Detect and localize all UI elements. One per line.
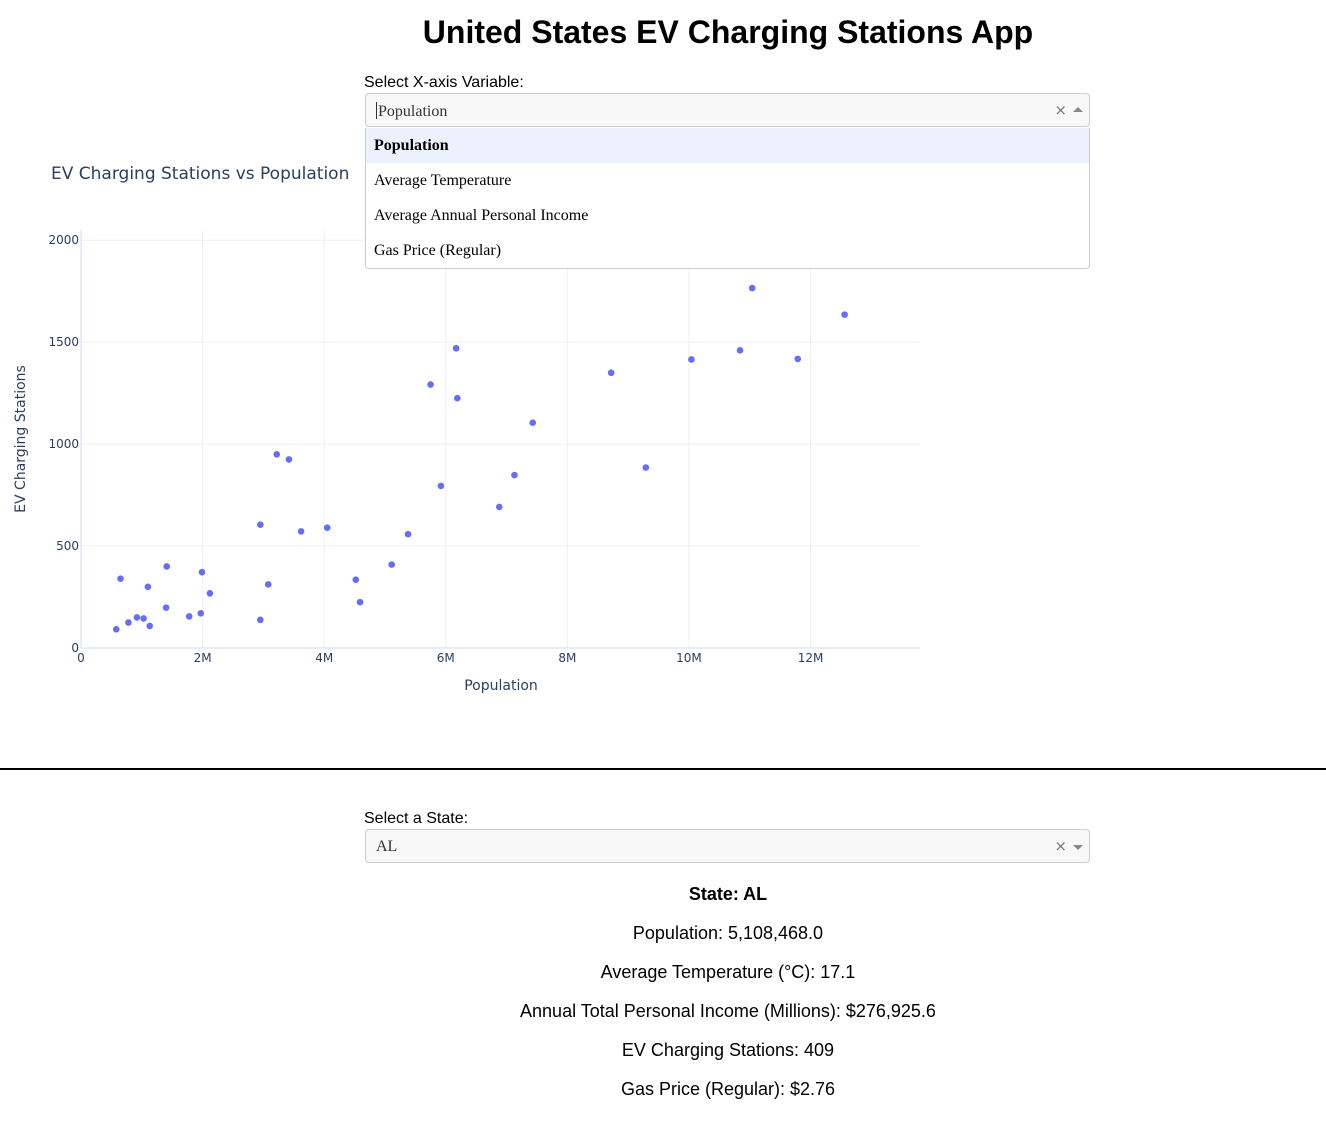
- dropdown-option-average-temperature[interactable]: Average Temperature: [374, 172, 512, 189]
- scatter-point[interactable]: [162, 604, 170, 611]
- scatter-point[interactable]: [264, 581, 272, 588]
- y-tick-label: 0: [71, 641, 79, 655]
- chart-grid: [80, 230, 920, 649]
- scatter-point[interactable]: [257, 616, 264, 624]
- scatter-point[interactable]: [388, 561, 395, 568]
- scatter-point[interactable]: [437, 482, 445, 490]
- scatter-point[interactable]: [140, 615, 147, 622]
- scatter-point[interactable]: [285, 456, 293, 463]
- chart-ticks: 0 2M 4M 6M 8M 10M 12M 0 500 1000 1500 2000: [48, 233, 823, 665]
- state-dropdown-value[interactable]: AL: [376, 838, 398, 855]
- section-divider: [0, 768, 1326, 770]
- xaxis-dropdown-menu: Population Average Temperature Average A…: [365, 128, 1090, 269]
- scatter-point[interactable]: [841, 311, 848, 318]
- scatter-point[interactable]: [736, 347, 744, 354]
- x-tick-label: 12M: [798, 651, 824, 665]
- dropdown-option-average-income[interactable]: Average Annual Personal Income: [374, 207, 589, 224]
- y-tick-label: 500: [56, 539, 79, 553]
- scatter-point[interactable]: [323, 524, 331, 531]
- state-heading: State: AL: [688, 884, 768, 904]
- state-income: Annual Total Personal Income (Millions):…: [520, 1001, 936, 1021]
- state-temperature: Average Temperature (°C): 17.1: [600, 962, 856, 982]
- scatter-point[interactable]: [206, 590, 214, 597]
- y-axis-label: EV Charging Stations: [13, 365, 29, 513]
- x-tick-label: 2M: [194, 651, 212, 665]
- scatter-point[interactable]: [133, 614, 141, 621]
- state-population: Population: 5,108,468.0: [632, 923, 824, 943]
- xaxis-dropdown[interactable]: Population ×: [365, 93, 1090, 127]
- y-tick-label: 2000: [48, 233, 79, 247]
- clear-icon[interactable]: ×: [1054, 837, 1067, 855]
- state-selector-label: Select a State:: [364, 810, 469, 827]
- scatter-point[interactable]: [198, 568, 206, 576]
- x-axis-label: Population: [464, 678, 538, 694]
- scatter-point[interactable]: [163, 563, 171, 570]
- scatter-point[interactable]: [356, 598, 364, 606]
- scatter-point[interactable]: [688, 356, 695, 363]
- x-tick-label: 10M: [676, 651, 702, 665]
- x-tick-label: 4M: [315, 651, 333, 665]
- text-caret: [376, 102, 377, 119]
- scatter-point[interactable]: [146, 622, 154, 630]
- scatter-point[interactable]: [273, 450, 281, 458]
- scatter-point[interactable]: [427, 381, 434, 388]
- scatter-point[interactable]: [125, 619, 132, 626]
- scatter-point[interactable]: [112, 625, 120, 633]
- scatter-point[interactable]: [452, 344, 460, 352]
- scatter-point[interactable]: [197, 610, 205, 617]
- page-title: United States EV Charging Stations App: [422, 14, 1034, 50]
- scatter-point[interactable]: [297, 528, 305, 535]
- x-tick-label: 0: [77, 651, 85, 665]
- dropdown-option-gas-price[interactable]: Gas Price (Regular): [374, 242, 502, 259]
- xaxis-selector-label: Select X-axis Variable:: [364, 74, 524, 91]
- scatter-point[interactable]: [529, 419, 537, 426]
- chart-title: EV Charging Stations vs Population: [51, 164, 349, 184]
- scatter-point[interactable]: [352, 576, 360, 583]
- x-tick-label: 6M: [437, 651, 455, 665]
- scatter-point[interactable]: [454, 394, 461, 402]
- scatter-point[interactable]: [495, 503, 503, 511]
- state-gas-price: Gas Price (Regular): $2.76: [620, 1079, 836, 1099]
- chevron-down-icon[interactable]: [1073, 845, 1083, 850]
- xaxis-dropdown-value[interactable]: Population: [376, 102, 448, 120]
- state-dropdown[interactable]: AL ×: [365, 829, 1090, 863]
- scatter-point[interactable]: [607, 369, 615, 377]
- clear-icon[interactable]: ×: [1054, 101, 1067, 119]
- state-ev-stations: EV Charging Stations: 409: [621, 1040, 835, 1060]
- scatter-point[interactable]: [642, 464, 650, 471]
- scatter-point[interactable]: [794, 355, 802, 363]
- scatter-point[interactable]: [257, 521, 264, 528]
- scatter-point[interactable]: [117, 575, 124, 582]
- y-tick-label: 1500: [48, 335, 79, 349]
- x-tick-label: 8M: [558, 651, 576, 665]
- scatter-point[interactable]: [511, 471, 518, 479]
- y-tick-label: 1000: [48, 437, 79, 451]
- scatter-point[interactable]: [404, 530, 412, 538]
- scatter-point[interactable]: [185, 613, 193, 620]
- scatter-point[interactable]: [144, 583, 152, 591]
- chevron-up-icon[interactable]: [1073, 107, 1083, 112]
- scatter-point[interactable]: [748, 284, 756, 292]
- chart-points: [112, 284, 848, 633]
- dropdown-option-population[interactable]: Population: [366, 128, 1089, 163]
